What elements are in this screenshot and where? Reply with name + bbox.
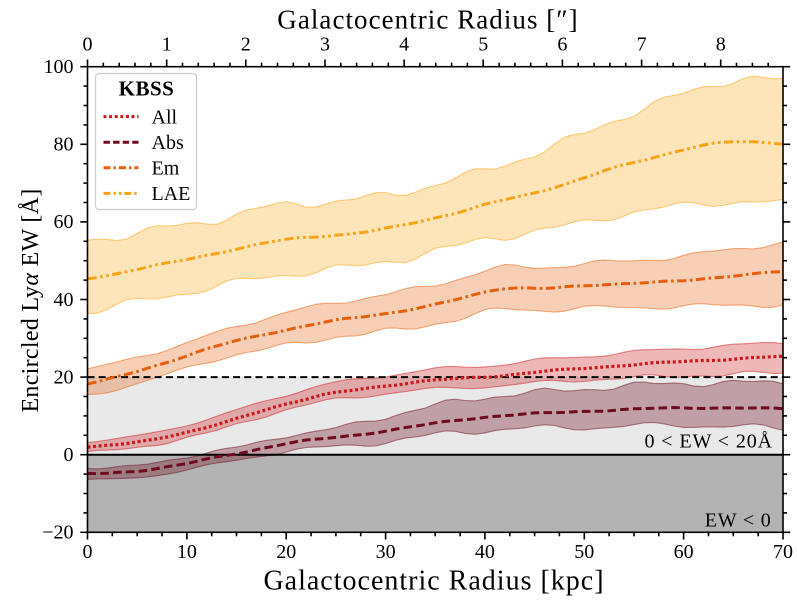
svg-text:2: 2 [241, 33, 251, 55]
svg-text:30: 30 [376, 541, 396, 563]
svg-text:7: 7 [637, 33, 647, 55]
svg-text:KBSS: KBSS [119, 77, 175, 101]
svg-text:6: 6 [557, 33, 567, 55]
svg-text:Galactocentric Radius [kpc]: Galactocentric Radius [kpc] [263, 565, 604, 596]
svg-text:0 < EW < 20Å: 0 < EW < 20Å [644, 431, 773, 453]
svg-text:0: 0 [83, 541, 93, 563]
svg-text:Em: Em [152, 158, 180, 180]
svg-text:−20: −20 [42, 522, 73, 544]
svg-text:60: 60 [674, 541, 694, 563]
svg-text:Abs: Abs [152, 132, 184, 154]
svg-text:0: 0 [64, 444, 74, 466]
svg-text:4: 4 [399, 33, 409, 55]
svg-text:Galactocentric Radius [″]: Galactocentric Radius [″] [277, 5, 578, 35]
svg-text:20: 20 [276, 541, 296, 563]
svg-text:LAE: LAE [152, 183, 191, 205]
svg-text:40: 40 [475, 541, 495, 563]
svg-text:EW < 0: EW < 0 [705, 509, 772, 531]
svg-text:100: 100 [44, 56, 74, 78]
svg-text:8: 8 [716, 33, 726, 55]
svg-text:0: 0 [83, 33, 93, 55]
svg-text:5: 5 [478, 33, 488, 55]
svg-text:60: 60 [54, 211, 74, 233]
svg-text:3: 3 [320, 33, 330, 55]
svg-text:70: 70 [773, 541, 793, 563]
svg-text:Encircled Lyα EW [Å]: Encircled Lyα EW [Å] [18, 188, 44, 412]
svg-text:All: All [152, 106, 178, 128]
svg-text:1: 1 [162, 33, 172, 55]
svg-text:80: 80 [54, 134, 74, 156]
svg-text:10: 10 [177, 541, 197, 563]
svg-text:20: 20 [54, 366, 74, 388]
svg-text:40: 40 [54, 289, 74, 311]
svg-text:50: 50 [574, 541, 594, 563]
